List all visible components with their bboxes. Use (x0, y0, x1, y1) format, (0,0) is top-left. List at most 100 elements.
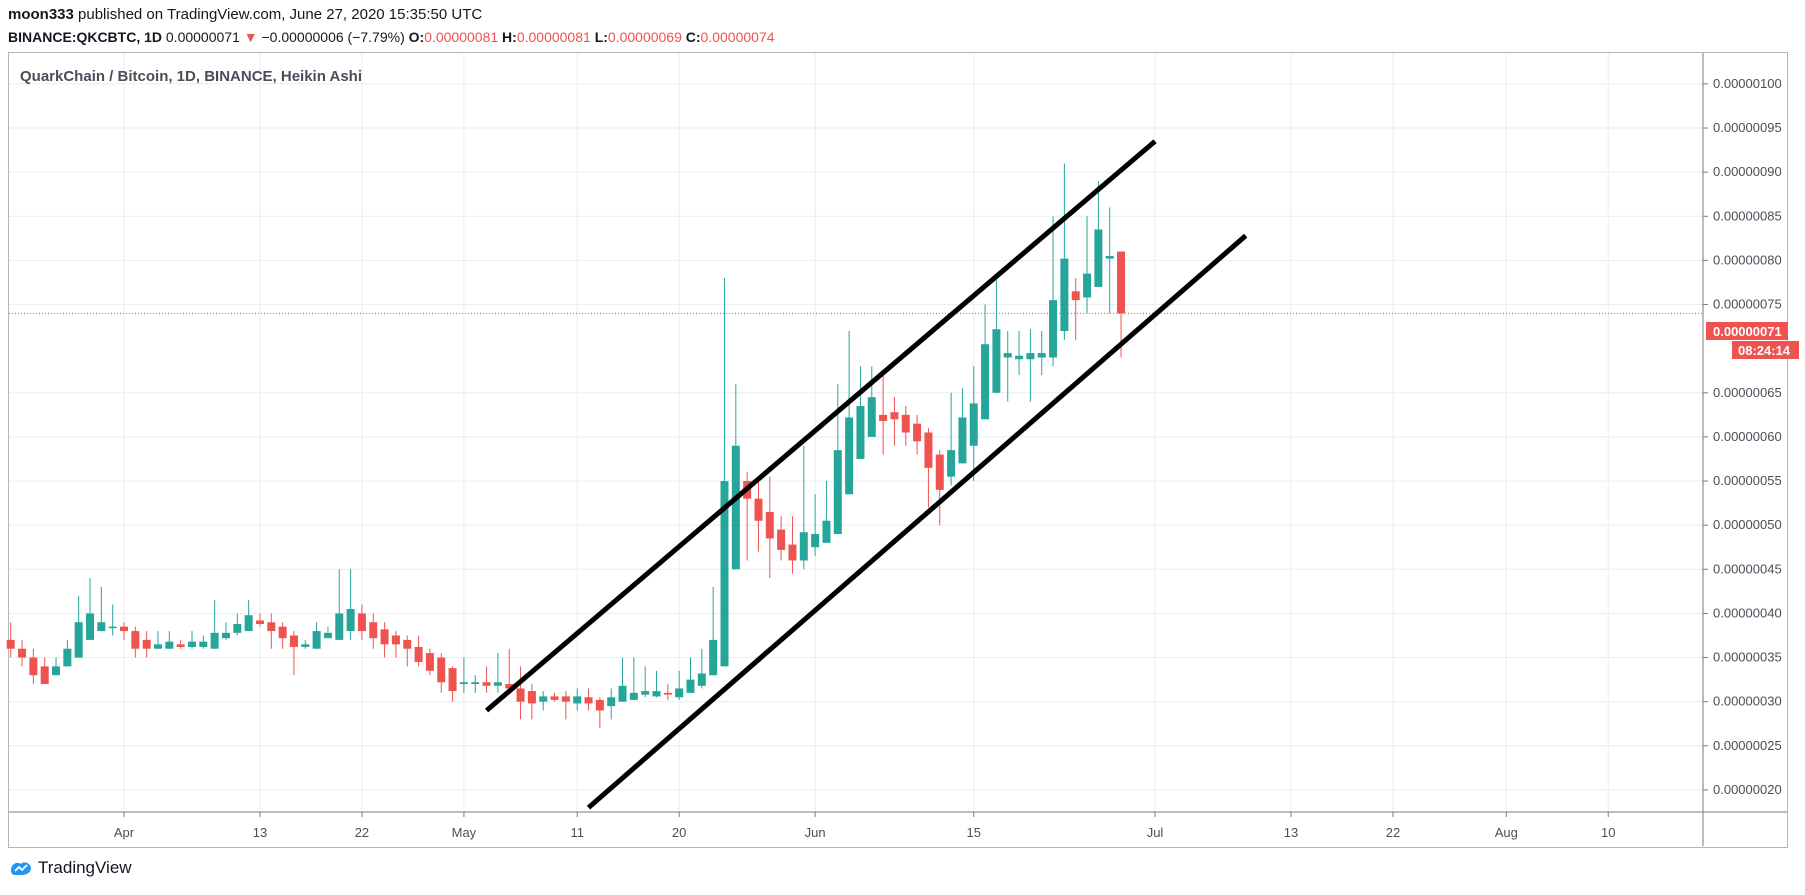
x-tick-label: May (452, 825, 477, 840)
candle-body (278, 626, 287, 639)
candle (947, 392, 956, 486)
down-arrow-icon: ▼ (243, 29, 258, 45)
candle-body (867, 397, 876, 437)
publish-info: moon333 published on TradingView.com, Ju… (8, 6, 482, 23)
candle-body (187, 641, 196, 647)
publish-date: published on TradingView.com, June 27, 2… (78, 6, 483, 23)
candle (527, 684, 536, 720)
candle-body (199, 641, 208, 647)
candle-body (1026, 353, 1035, 360)
x-tick-label: Jun (805, 825, 826, 840)
x-tick-label: 13 (253, 825, 267, 840)
candle-body (1003, 353, 1012, 358)
candle-body (153, 644, 162, 649)
candle (52, 657, 61, 676)
open-label: O: (408, 29, 425, 45)
y-tick-label: 0.00000020 (1713, 782, 1782, 797)
candle-body (709, 639, 718, 676)
candle-body (516, 688, 525, 702)
symbol-label: BINANCE:QKCBTC, 1D (8, 29, 162, 45)
brand-name: TradingView (38, 858, 132, 877)
candle-body (471, 682, 480, 685)
candle-body (720, 481, 729, 667)
candle (629, 657, 638, 700)
candle (403, 635, 412, 667)
x-tick-label: 11 (570, 825, 584, 840)
candle-body (969, 403, 978, 446)
candle (29, 648, 38, 685)
candle (731, 383, 740, 570)
y-tick-label: 0.00000030 (1713, 694, 1782, 709)
candle-body (131, 631, 140, 649)
candle (867, 366, 876, 437)
candle-body (176, 644, 185, 647)
trendline (484, 139, 1157, 713)
countdown-label: 08:24:14 (1738, 343, 1791, 358)
candle (1071, 278, 1080, 340)
candle (652, 670, 661, 698)
candle (675, 670, 684, 700)
candle-body (267, 622, 276, 632)
candle-body (74, 622, 83, 658)
candle-body (120, 626, 128, 632)
candle-body (539, 696, 548, 702)
candle-body (890, 412, 899, 420)
trendline (586, 233, 1248, 810)
candle-body (233, 624, 242, 633)
candle (697, 648, 706, 689)
candle (981, 304, 990, 420)
candle-body (958, 417, 967, 464)
y-tick-label: 0.00000045 (1713, 561, 1782, 576)
candle (391, 631, 400, 658)
y-tick-label: 0.00000065 (1713, 385, 1782, 400)
candle (901, 406, 910, 446)
grid (9, 53, 1703, 812)
candle-body (856, 406, 865, 459)
candle (686, 657, 695, 693)
candle-body (731, 445, 740, 570)
candle (346, 569, 355, 640)
y-tick-label: 0.00000055 (1713, 473, 1782, 488)
candle (40, 657, 49, 685)
current-price: 0.00000071 08:24:14 (1706, 322, 1799, 359)
candle (958, 388, 967, 464)
candle-body (97, 622, 106, 632)
countdown-tag (1732, 341, 1799, 359)
candle-body (1049, 300, 1058, 358)
tradingview-brand[interactable]: TradingView (10, 858, 132, 878)
candle (63, 639, 72, 667)
candle-body (788, 544, 797, 561)
candle (845, 331, 854, 495)
candle-body (437, 657, 446, 683)
candle (799, 445, 808, 570)
y-tick-label: 0.00000095 (1713, 120, 1782, 135)
chart-frame[interactable] (8, 52, 1788, 848)
candle-body (52, 666, 61, 676)
y-tick-label: 0.00000060 (1713, 429, 1782, 444)
candle-body (595, 699, 604, 711)
candle-body (765, 511, 774, 539)
candle-body (1071, 291, 1080, 301)
y-tick-label: 0.00000025 (1713, 738, 1782, 753)
candle (856, 366, 865, 459)
candle (1094, 180, 1103, 287)
candle-body (448, 668, 457, 692)
tradingview-logo-icon (11, 862, 31, 875)
candle-body (641, 691, 650, 695)
candle (108, 604, 117, 636)
candle (471, 675, 480, 693)
candle (607, 688, 616, 720)
candle-body (323, 632, 332, 639)
candle-body (777, 529, 786, 550)
candle (482, 666, 491, 693)
candle-body (924, 432, 933, 468)
high-value: 0.00000081 (516, 29, 591, 45)
x-tick-label: Jul (1147, 825, 1164, 840)
candle-body (527, 691, 536, 704)
candle (187, 631, 196, 649)
candle (516, 666, 525, 720)
candle-body (697, 673, 706, 686)
author-name[interactable]: moon333 (8, 6, 74, 23)
price-chart[interactable]: 0.00000020 0.00000025 0.00000030 0.00000035… (0, 0, 1805, 860)
candle (924, 428, 933, 508)
